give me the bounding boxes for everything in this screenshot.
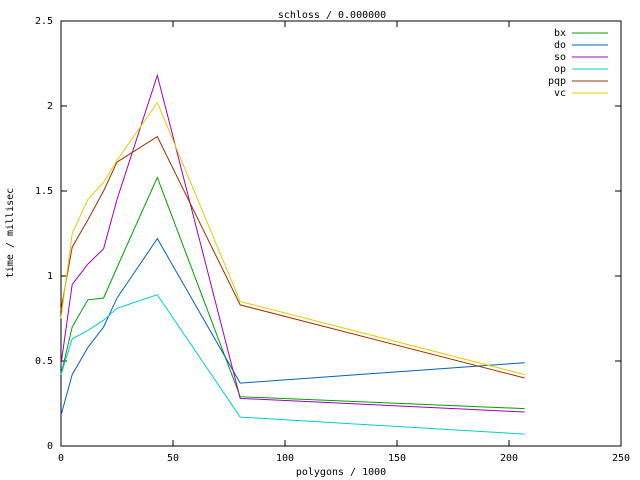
x-tick-label: 150 [388, 453, 406, 464]
x-tick-label: 250 [612, 453, 630, 464]
series-line [60, 73, 525, 413]
y-tick-label: 2 [47, 101, 53, 112]
x-tick-label: 200 [500, 453, 518, 464]
y-tick-label: 1 [47, 271, 53, 282]
chart-title: schloss / 0.000000 [278, 10, 386, 21]
legend-label: do [554, 40, 566, 51]
legend-label: so [554, 52, 566, 63]
x-tick-label: 50 [167, 453, 179, 464]
series-line [60, 237, 525, 416]
y-tick-label: 2.5 [35, 16, 53, 27]
legend-label: bx [554, 28, 566, 39]
series-line [60, 294, 525, 435]
plot-frame [60, 20, 622, 447]
x-axis-label: polygons / 1000 [296, 467, 386, 478]
series-line [60, 101, 525, 376]
y-axis-label: time / millisec [5, 188, 16, 278]
series-line [60, 135, 525, 379]
y-tick-label: 0 [47, 441, 53, 452]
legend-label: op [554, 64, 566, 75]
y-tick-label: 0.5 [35, 356, 53, 367]
x-tick-label: 100 [276, 453, 294, 464]
y-tick-label: 1.5 [35, 186, 53, 197]
x-tick-label: 0 [58, 453, 64, 464]
series-line [60, 176, 525, 410]
legend-label: vc [554, 88, 566, 99]
legend-label: pqp [548, 76, 566, 87]
